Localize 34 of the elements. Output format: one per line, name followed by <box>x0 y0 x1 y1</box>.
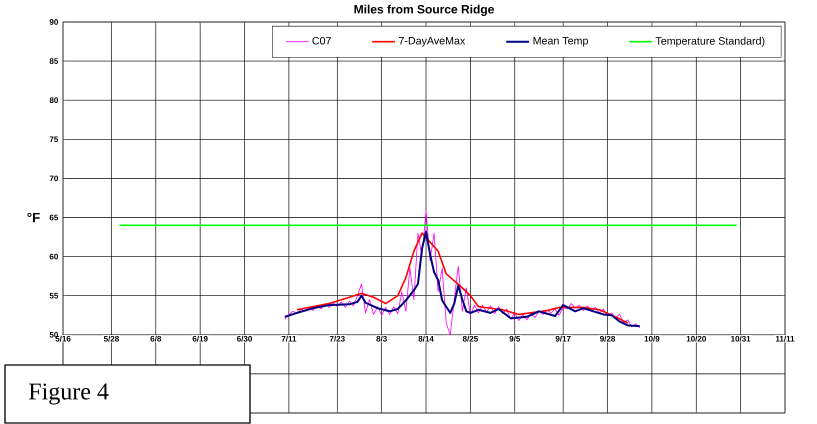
y-axis-title: °F <box>27 212 40 222</box>
x-tick-label: 6/19 <box>192 336 208 342</box>
y-tick-label: 65 <box>50 214 58 220</box>
x-tick-label: 6/30 <box>237 336 252 342</box>
x-tick-label: 8/25 <box>462 336 478 342</box>
y-tick-label: 75 <box>50 136 58 142</box>
x-tick-label: 9/17 <box>556 336 571 342</box>
y-tick-label: 60 <box>50 254 58 260</box>
x-tick-label: 10/31 <box>731 336 750 342</box>
y-tick-label: 85 <box>50 58 58 64</box>
x-tick-label: 10/20 <box>686 336 706 342</box>
y-tick-label: 80 <box>50 97 58 104</box>
legend-label: C07 <box>312 36 331 45</box>
y-tick-label: 90 <box>50 19 58 25</box>
y-tick-label: 70 <box>50 176 58 182</box>
x-tick-label: 9/28 <box>600 336 616 342</box>
x-tick-label: 6/8 <box>150 336 162 342</box>
x-tick-label: 5/16 <box>55 336 71 342</box>
x-tick-label: 11/11 <box>776 336 794 342</box>
x-tick-label: 7/11 <box>282 336 296 342</box>
x-tick-label: 5/28 <box>104 336 119 342</box>
legend-label: Temperature Standard) <box>656 36 764 47</box>
x-tick-label: 8/14 <box>418 336 434 342</box>
annotation: Figure 4 <box>28 383 109 405</box>
legend-label: Mean Temp <box>534 37 588 47</box>
x-tick-label: 10/9 <box>644 336 660 342</box>
x-tick-label: 8/3 <box>376 336 387 342</box>
y-tick-label: 55 <box>50 292 58 298</box>
x-tick-label: 7/23 <box>330 336 345 342</box>
x-tick-label: 9/5 <box>509 336 520 342</box>
y-tick-label: 50 <box>50 332 58 338</box>
legend-label: 7-DayAveMax <box>399 37 466 47</box>
line-series <box>284 210 640 336</box>
chart-title: Miles from Source Ridge <box>354 4 494 16</box>
